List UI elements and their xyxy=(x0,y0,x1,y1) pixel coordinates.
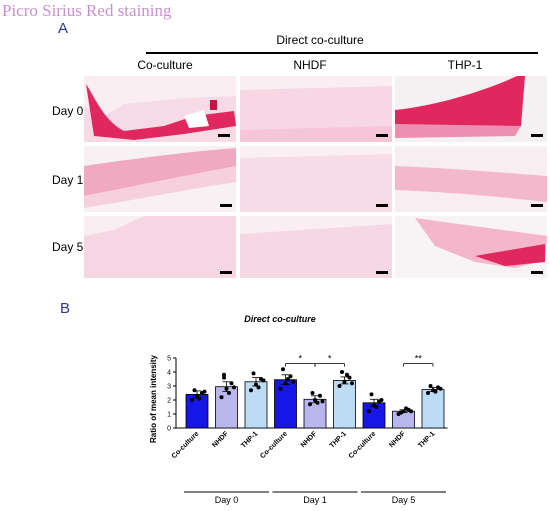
y-tick-label: 0 xyxy=(167,426,171,433)
data-point xyxy=(374,405,379,409)
data-point xyxy=(219,395,224,400)
bar xyxy=(215,386,238,429)
column-header-thp1: THP-1 xyxy=(447,58,483,72)
histology-image-thp1-day1 xyxy=(395,146,547,212)
data-point xyxy=(367,409,371,414)
data-point xyxy=(256,385,261,390)
data-point xyxy=(281,367,285,372)
data-point xyxy=(288,374,293,379)
histology-image-nhdf-day5 xyxy=(240,216,392,278)
data-point xyxy=(249,388,253,393)
histology-image-thp1-day0 xyxy=(395,76,547,142)
data-point xyxy=(404,406,408,411)
group-label: Day 0 xyxy=(215,495,239,505)
data-point xyxy=(195,393,199,398)
data-point xyxy=(315,400,320,405)
panel-a-label: A xyxy=(58,20,69,37)
bar xyxy=(303,398,327,429)
y-tick-label: 2 xyxy=(167,398,171,405)
panel-b-label: B xyxy=(60,300,71,317)
y-tick-label: 1 xyxy=(167,412,171,419)
data-point xyxy=(291,379,295,384)
data-point xyxy=(369,392,374,397)
data-point xyxy=(224,386,229,391)
y-tick-label: 4 xyxy=(167,370,171,377)
data-point xyxy=(192,388,197,393)
heading-underline xyxy=(146,52,538,54)
x-tick-label: THP-1 xyxy=(240,430,259,449)
y-tick-label: 5 xyxy=(167,356,171,363)
data-point xyxy=(340,370,344,374)
histology-image-coculture-day1 xyxy=(84,146,236,212)
data-point xyxy=(438,386,443,391)
data-point xyxy=(428,384,433,388)
data-point xyxy=(379,398,384,402)
data-point xyxy=(409,409,413,414)
significance-label: * xyxy=(328,354,332,364)
histology-image-coculture-day0 xyxy=(84,76,236,142)
bar xyxy=(392,410,415,429)
data-point xyxy=(345,372,349,377)
histology-image-coculture-day5 xyxy=(84,216,236,278)
column-header-nhdf: NHDF xyxy=(293,58,327,72)
data-point xyxy=(190,398,194,402)
histology-image-nhdf-day0 xyxy=(240,76,392,142)
bar xyxy=(333,380,356,429)
row-header-day1: Day 1 xyxy=(52,173,84,187)
data-point xyxy=(283,381,288,386)
data-point xyxy=(261,378,266,383)
x-tick-label: Co-culture xyxy=(171,430,201,460)
data-point xyxy=(197,396,202,401)
bar-chart: 0 1 2 3 4 5 Ratio of mean intensity Co-culture N… xyxy=(149,354,448,505)
data-point xyxy=(278,386,283,391)
row-header-day0: Day 0 xyxy=(52,104,84,118)
group-label: Day 5 xyxy=(392,495,416,505)
y-tick-label: 3 xyxy=(167,384,171,391)
data-point xyxy=(433,389,438,394)
data-point xyxy=(286,377,290,381)
bar xyxy=(274,379,297,429)
data-point xyxy=(222,372,226,377)
group-label: Day 1 xyxy=(303,495,327,505)
data-point xyxy=(308,402,312,407)
bar xyxy=(185,394,209,429)
x-tick-label: NHDF xyxy=(300,430,319,449)
bar xyxy=(244,381,268,429)
x-tick-label: THP-1 xyxy=(417,430,436,449)
data-point xyxy=(310,391,315,395)
data-point xyxy=(232,385,236,390)
data-point xyxy=(320,399,325,404)
figure-title: Picro Sirius Red staining xyxy=(2,1,172,20)
data-point xyxy=(313,398,317,402)
x-tick-label: THP-1 xyxy=(329,430,348,449)
data-point xyxy=(399,410,403,415)
x-tick-label: Co-culture xyxy=(259,430,289,460)
data-point xyxy=(426,391,430,395)
data-point xyxy=(337,384,342,388)
data-point xyxy=(229,381,234,386)
data-point xyxy=(222,375,226,380)
x-tick-label: NHDF xyxy=(388,430,407,449)
histology-image-nhdf-day1 xyxy=(240,146,392,212)
significance-label: * xyxy=(298,354,302,364)
data-point xyxy=(251,371,256,376)
significance-label: ** xyxy=(415,354,423,364)
chart-title: Direct co-culture xyxy=(244,314,316,324)
direct-coculture-heading: Direct co-culture xyxy=(276,33,364,47)
data-point xyxy=(342,379,347,384)
x-tick-label: NHDF xyxy=(211,430,230,449)
y-axis-label: Ratio of mean intensity xyxy=(149,354,158,443)
x-tick-label: Co-culture xyxy=(348,430,378,460)
row-header-day5: Day 5 xyxy=(52,240,84,254)
data-point xyxy=(347,375,352,380)
data-point xyxy=(202,389,207,394)
data-point xyxy=(318,393,322,398)
bar xyxy=(421,389,445,429)
data-point xyxy=(227,391,231,395)
data-point xyxy=(350,381,354,386)
data-point xyxy=(254,382,258,387)
histology-image-thp1-day5 xyxy=(395,216,547,278)
column-header-coculture: Co-culture xyxy=(137,58,193,72)
